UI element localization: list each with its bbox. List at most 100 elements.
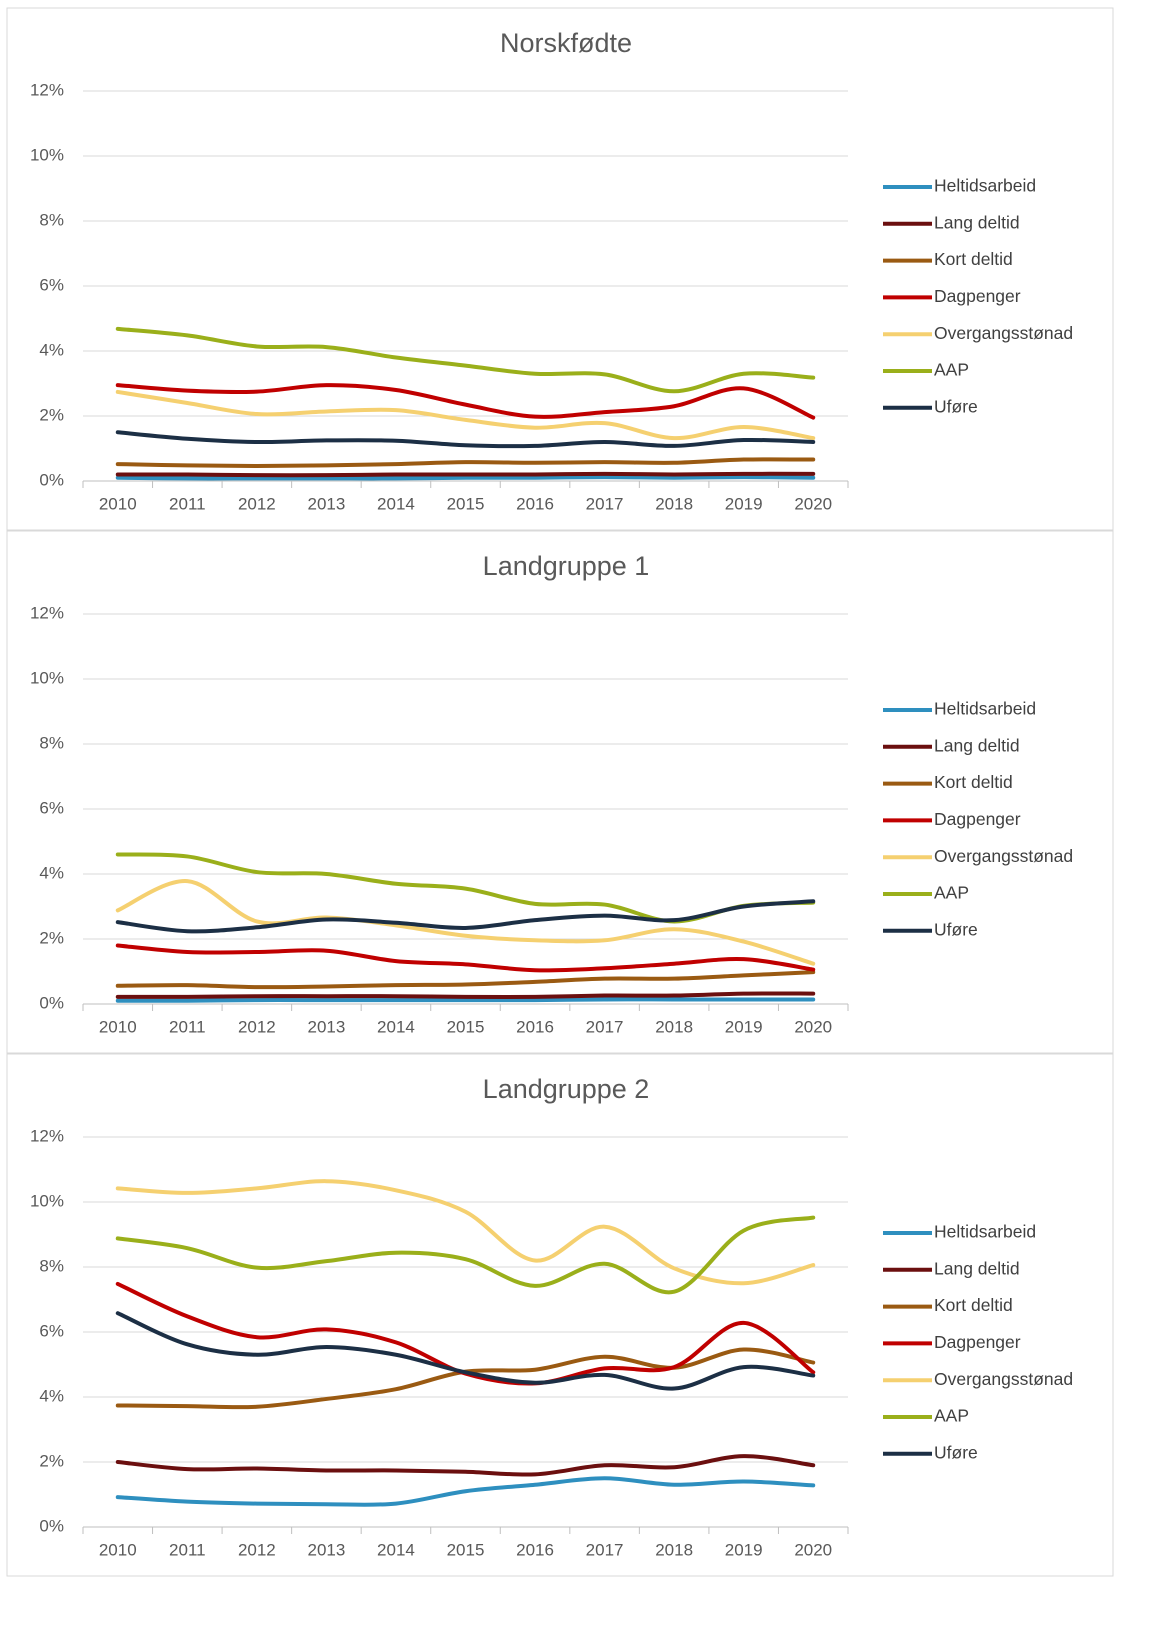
series-line xyxy=(115,471,816,478)
y-tick-label: 2% xyxy=(39,928,64,947)
legend-label: AAP xyxy=(934,1406,969,1426)
series-line xyxy=(115,879,816,966)
y-tick-label: 8% xyxy=(39,1256,64,1275)
y-tick-label: 0% xyxy=(39,1516,64,1535)
y-tick-label: 0% xyxy=(39,470,64,489)
x-tick-label: 2018 xyxy=(655,1017,693,1036)
x-tick-label: 2015 xyxy=(447,494,485,513)
chart-title: Norskfødte xyxy=(500,28,632,58)
x-tick-label: 2016 xyxy=(516,1540,554,1559)
legend-label: Overgangsstønad xyxy=(934,846,1073,866)
y-tick-label: 8% xyxy=(39,210,64,229)
series-line xyxy=(115,1215,816,1295)
x-tick-label: 2017 xyxy=(586,1540,624,1559)
x-tick-label: 2020 xyxy=(794,494,832,513)
chart-title: Landgruppe 1 xyxy=(483,551,650,581)
x-tick-label: 2011 xyxy=(169,1017,206,1036)
y-tick-label: 12% xyxy=(30,603,64,622)
y-tick-label: 8% xyxy=(39,733,64,752)
x-tick-label: 2017 xyxy=(586,1017,624,1036)
chart-title: Landgruppe 2 xyxy=(483,1074,650,1104)
legend-label: Dagpenger xyxy=(934,286,1021,306)
legend-label: Uføre xyxy=(934,1442,978,1462)
x-tick-label: 2016 xyxy=(516,1017,554,1036)
series-line xyxy=(115,899,816,934)
series-line xyxy=(115,457,816,469)
legend-label: Kort deltid xyxy=(934,1295,1013,1315)
x-tick-label: 2018 xyxy=(655,1540,693,1559)
x-tick-label: 2019 xyxy=(725,1540,763,1559)
series-line xyxy=(115,1311,816,1391)
x-tick-label: 2012 xyxy=(238,494,276,513)
legend-label: Kort deltid xyxy=(934,772,1013,792)
y-tick-label: 6% xyxy=(39,1321,64,1340)
x-tick-label: 2010 xyxy=(99,1540,137,1559)
legend-label: Lang deltid xyxy=(934,735,1020,755)
y-tick-label: 10% xyxy=(30,145,64,164)
panel-border xyxy=(6,7,1114,531)
x-tick-label: 2010 xyxy=(99,494,137,513)
series-line xyxy=(115,852,816,924)
series-line xyxy=(115,1179,816,1286)
x-tick-label: 2016 xyxy=(516,494,554,513)
series-line xyxy=(115,991,816,999)
series-line xyxy=(115,1476,816,1507)
y-tick-label: 10% xyxy=(30,1191,64,1210)
y-tick-label: 10% xyxy=(30,668,64,687)
legend-label: AAP xyxy=(934,883,969,903)
series-line xyxy=(115,997,816,1003)
legend-label: Uføre xyxy=(934,919,978,939)
series-line xyxy=(115,475,816,481)
series-line xyxy=(115,326,816,394)
legend-label: Heltidsarbeid xyxy=(934,176,1036,196)
y-tick-label: 6% xyxy=(39,275,64,294)
series-line xyxy=(115,430,816,449)
legend-label: Lang deltid xyxy=(934,212,1020,232)
legend-label: AAP xyxy=(934,360,969,380)
x-tick-label: 2013 xyxy=(307,1540,345,1559)
y-tick-label: 4% xyxy=(39,863,64,882)
series-line xyxy=(115,383,816,420)
x-tick-label: 2014 xyxy=(377,494,415,513)
x-tick-label: 2020 xyxy=(794,1017,832,1036)
x-tick-label: 2014 xyxy=(377,1540,415,1559)
x-tick-label: 2015 xyxy=(447,1017,485,1036)
y-tick-label: 12% xyxy=(30,80,64,99)
y-tick-label: 0% xyxy=(39,993,64,1012)
series-line xyxy=(115,1454,816,1477)
series-line xyxy=(115,1281,816,1386)
y-tick-label: 4% xyxy=(39,1386,64,1405)
x-tick-label: 2010 xyxy=(99,1017,137,1036)
x-tick-label: 2019 xyxy=(725,1017,763,1036)
x-tick-label: 2012 xyxy=(238,1540,276,1559)
y-tick-label: 4% xyxy=(39,340,64,359)
x-tick-label: 2019 xyxy=(725,494,763,513)
legend-label: Dagpenger xyxy=(934,809,1021,829)
legend-label: Overgangsstønad xyxy=(934,323,1073,343)
y-tick-label: 2% xyxy=(39,405,64,424)
x-tick-label: 2020 xyxy=(794,1540,832,1559)
x-tick-label: 2013 xyxy=(307,1017,345,1036)
x-tick-label: 2018 xyxy=(655,494,693,513)
legend-label: Overgangsstønad xyxy=(934,1369,1073,1389)
x-tick-label: 2013 xyxy=(307,494,345,513)
x-tick-label: 2011 xyxy=(169,1540,206,1559)
legend-label: Uføre xyxy=(934,396,978,416)
panel-border xyxy=(6,530,1114,1054)
x-tick-label: 2012 xyxy=(238,1017,276,1036)
y-tick-label: 2% xyxy=(39,1451,64,1470)
series-line xyxy=(115,970,816,990)
panel-border xyxy=(6,1053,1114,1577)
x-tick-label: 2011 xyxy=(169,494,206,513)
x-tick-label: 2014 xyxy=(377,1017,415,1036)
legend-label: Lang deltid xyxy=(934,1258,1020,1278)
series-line xyxy=(115,389,816,441)
legend-label: Kort deltid xyxy=(934,249,1013,269)
legend-label: Heltidsarbeid xyxy=(934,1222,1036,1242)
y-tick-label: 6% xyxy=(39,798,64,817)
x-tick-label: 2017 xyxy=(586,494,624,513)
y-tick-label: 12% xyxy=(30,1126,64,1145)
legend-label: Heltidsarbeid xyxy=(934,699,1036,719)
